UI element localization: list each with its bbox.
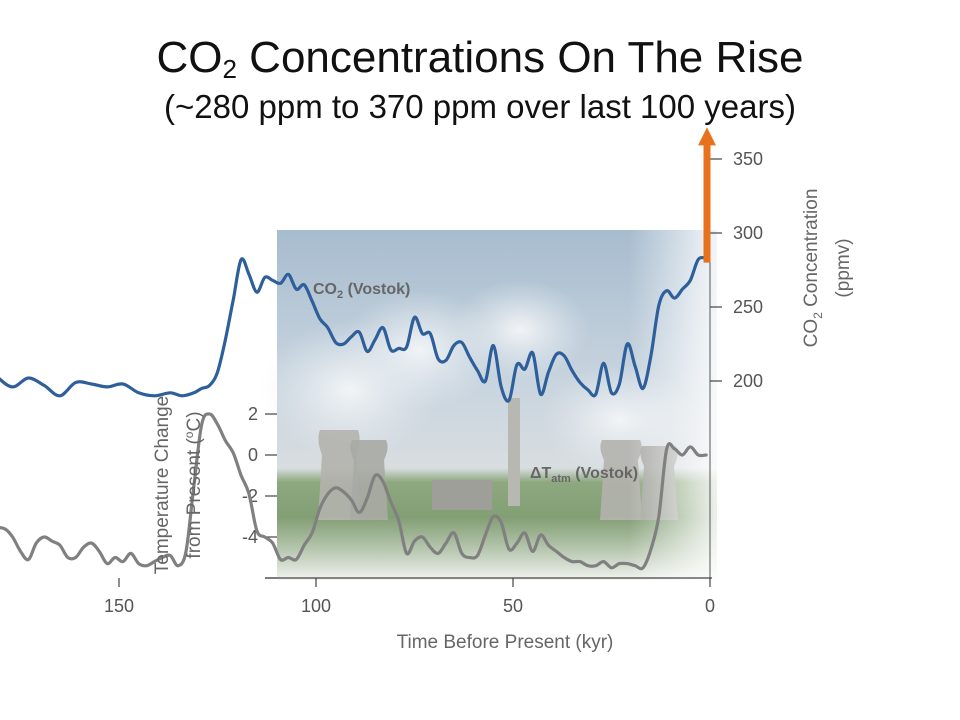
right-axis-title-line1: CO2 Concentration (801, 189, 825, 348)
x-tick-label: 150 (104, 596, 134, 616)
left-tick-label: 0 (248, 445, 258, 465)
background-photo (260, 230, 717, 580)
right-axis-title-line2: (ppmv) (833, 238, 854, 297)
right-tick-label: 250 (733, 297, 763, 317)
right-tick-label: 350 (733, 149, 763, 169)
left-axis-title-line1: Temperature Change (152, 396, 173, 575)
right-tick-label: 200 (733, 371, 763, 391)
temperature-series-label: ΔTatm (Vostok) (530, 465, 638, 485)
x-tick-label: 100 (301, 596, 331, 616)
rise-arrow-head (698, 127, 716, 146)
left-axis-title-line2: from Present (oC) (182, 411, 205, 558)
title-prefix: CO (156, 33, 223, 82)
title-suffix: Concentrations On The Rise (236, 33, 804, 82)
co2-series-label: CO2 (Vostok) (313, 281, 410, 301)
x-axis-title: Time Before Present (kyr) (397, 632, 614, 653)
left-tick-label: 2 (248, 404, 258, 424)
rise-arrow (698, 127, 716, 263)
right-tick-label: 300 (733, 223, 763, 243)
title-subscript: 2 (222, 54, 237, 84)
chart-title: CO2 Concentrations On The Rise (0, 33, 960, 83)
x-axis-ticks: 200150100500 (104, 578, 715, 616)
chart-subtitle: (~280 ppm to 370 ppm over last 100 years… (164, 88, 796, 125)
co2-series-line (0, 255, 708, 403)
x-tick-label: 0 (705, 596, 715, 616)
left-tick-label: -4 (242, 527, 258, 547)
x-tick-label: 50 (503, 596, 523, 616)
temperature-series-line (0, 412, 708, 571)
right-axis-ticks: 350 300 250 200 (710, 149, 763, 391)
